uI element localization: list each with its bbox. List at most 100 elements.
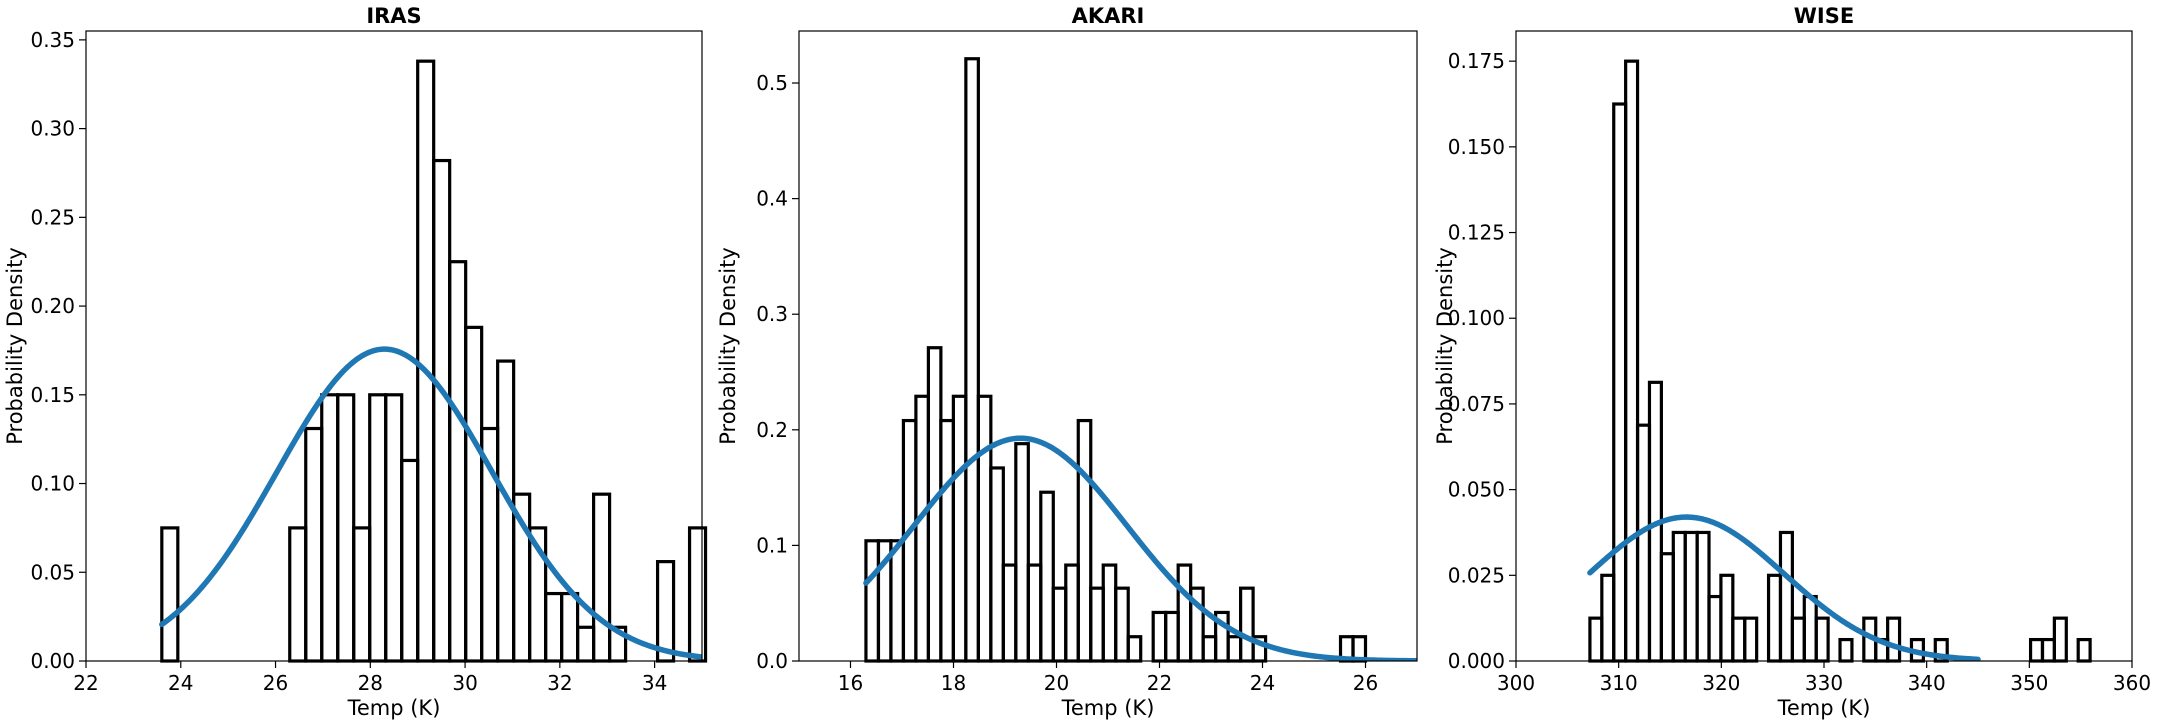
x-tick-label: 310 [1600, 671, 1638, 695]
y-tick-label: 0.150 [1448, 135, 1505, 159]
histogram-bar [1039, 490, 1055, 663]
histogram-bar [160, 526, 180, 663]
histogram-bar [1026, 563, 1043, 663]
histogram-bar [464, 325, 484, 663]
histogram-bar [964, 57, 980, 663]
histogram-bar [939, 418, 955, 663]
x-tick-label: 300 [1497, 671, 1535, 695]
histogram-bar [368, 393, 388, 663]
histogram-bar [1151, 610, 1168, 663]
x-tick-label: 18 [941, 671, 966, 695]
y-tick-label: 0.3 [756, 302, 788, 326]
histogram-bar [1014, 442, 1030, 663]
histogram-bar [432, 158, 452, 663]
histogram-bar [592, 492, 612, 663]
y-tick-label: 0.30 [30, 117, 75, 141]
x-axis-label: Temp (K) [1777, 696, 1871, 720]
histogram-bar [1126, 635, 1143, 663]
histogram-bars [160, 59, 708, 663]
histogram-bar [1164, 610, 1180, 663]
x-tick-label: 320 [1702, 671, 1740, 695]
y-tick-label: 0.075 [1448, 392, 1505, 416]
histogram-bar [1635, 423, 1652, 663]
x-tick-label: 24 [1250, 671, 1275, 695]
histogram-bar [496, 359, 516, 663]
histogram-bar [416, 59, 436, 663]
y-tick-label: 0.1 [756, 533, 788, 557]
histogram-bar [448, 260, 468, 663]
histogram-bar [864, 539, 881, 663]
histogram-bar [914, 394, 930, 663]
plot-frame [798, 30, 1418, 662]
histogram-bar [1051, 586, 1068, 663]
histogram-bar [2040, 637, 2056, 663]
histogram-bar [889, 539, 906, 663]
histogram-bar [2028, 637, 2045, 663]
histogram-bar [560, 591, 580, 663]
y-tick-label: 0.25 [30, 205, 75, 229]
histogram-bar [1814, 616, 1830, 663]
histogram-bar [1743, 616, 1759, 663]
x-tick-label: 340 [1908, 671, 1946, 695]
x-tick-label: 24 [168, 671, 193, 695]
x-axis-label: Temp (K) [347, 696, 441, 720]
y-tick-label: 0.15 [30, 383, 75, 407]
normal-fit-curve [1587, 514, 1981, 661]
x-tick-label: 22 [1147, 671, 1172, 695]
histogram-bar [1707, 594, 1723, 663]
chart-panel-wise: WISE Temp (K) Probability Density 300 310… [1433, 4, 2151, 720]
histogram-bar [1838, 637, 1854, 663]
histogram-bar [1731, 616, 1747, 663]
histogram-bar [687, 526, 708, 663]
y-tick-label: 0.10 [30, 472, 75, 496]
chart-title: AKARI [1072, 4, 1145, 28]
x-tick-label: 26 [1353, 671, 1378, 695]
x-tick-label: 360 [2113, 671, 2151, 695]
histogram-bar [1101, 563, 1118, 663]
histogram-bar [1001, 563, 1018, 663]
histogram-bar [288, 526, 308, 663]
x-tick-label: 28 [358, 671, 383, 695]
y-tick-label: 0.00 [30, 649, 75, 673]
y-tick-label: 0.0 [756, 649, 788, 673]
histogram-bar [1239, 586, 1255, 663]
histogram-bar [976, 394, 993, 663]
y-tick-label: 0.100 [1448, 306, 1505, 330]
plot-frame [85, 30, 703, 662]
y-axis-label: Probability Density [3, 247, 27, 445]
chart-panel-iras: IRAS Temp (K) Probability Density 22 24 26… [3, 4, 708, 720]
histogram-bar [1176, 563, 1193, 663]
histogram-bar [1064, 563, 1080, 663]
histogram-bars [864, 57, 1368, 663]
y-tick-label: 0.000 [1448, 649, 1505, 673]
chart-title: IRAS [366, 4, 421, 28]
histogram-bar [320, 393, 340, 663]
histogram-bar [1226, 635, 1243, 663]
histogram-bar [1886, 616, 1902, 663]
histogram-bar [1624, 59, 1640, 663]
y-tick-label: 0.2 [756, 418, 788, 442]
y-axis-label: Probability Density [1433, 247, 1457, 445]
x-tick-label: 330 [1805, 671, 1843, 695]
histogram-bar [352, 526, 372, 663]
histogram-bar [1766, 573, 1783, 663]
y-tick-label: 0.4 [756, 187, 788, 211]
chart-panel-akari: AKARI Temp (K) Probability Density 16 18 2… [716, 4, 1418, 720]
y-tick-label: 0.05 [30, 560, 75, 584]
x-tick-label: 32 [547, 671, 572, 695]
histogram-bar [1600, 573, 1616, 663]
y-axis-label: Probability Density [716, 247, 740, 445]
histogram-bar [1778, 530, 1794, 663]
histogram-bar [2076, 637, 2092, 663]
histogram-bar [1802, 594, 1818, 663]
histogram-bars [1588, 59, 2092, 663]
histogram-bar [1683, 530, 1699, 663]
histogram-bar [1695, 530, 1711, 663]
histogram-bar [336, 393, 356, 663]
histogram-bar [1114, 586, 1130, 663]
plot-frame [1515, 30, 2133, 662]
y-tick-label: 0.125 [1448, 221, 1505, 245]
histogram-bar [1076, 418, 1093, 663]
x-tick-label: 22 [73, 671, 98, 695]
